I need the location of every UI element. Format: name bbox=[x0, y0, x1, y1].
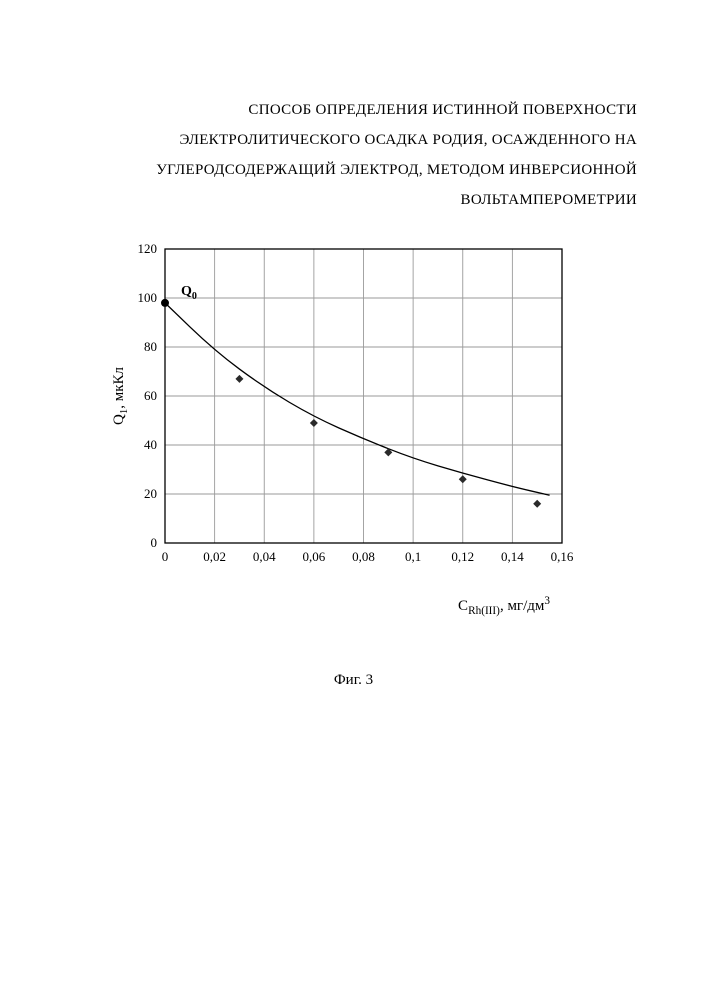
figure-caption: Фиг. 3 bbox=[70, 672, 637, 689]
svg-text:100: 100 bbox=[138, 290, 158, 305]
svg-text:40: 40 bbox=[144, 437, 157, 452]
svg-text:0,14: 0,14 bbox=[501, 549, 524, 564]
svg-text:20: 20 bbox=[144, 486, 157, 501]
svg-text:0,08: 0,08 bbox=[352, 549, 375, 564]
svg-text:Q1, мкКл: Q1, мкКл bbox=[111, 366, 130, 425]
page: СПОСОБ ОПРЕДЕЛЕНИЯ ИСТИННОЙ ПОВЕРХНОСТИЭ… bbox=[0, 0, 707, 1000]
svg-text:80: 80 bbox=[144, 339, 157, 354]
svg-text:0,12: 0,12 bbox=[451, 549, 474, 564]
svg-text:0,16: 0,16 bbox=[551, 549, 574, 564]
svg-text:120: 120 bbox=[138, 241, 158, 256]
svg-text:0: 0 bbox=[151, 535, 158, 550]
svg-text:0,06: 0,06 bbox=[303, 549, 326, 564]
document-title: СПОСОБ ОПРЕДЕЛЕНИЯ ИСТИННОЙ ПОВЕРХНОСТИЭ… bbox=[70, 95, 637, 215]
x-label-sub: Rh(III) bbox=[468, 605, 500, 617]
x-axis-label: CRh(III), мг/дм3 bbox=[105, 595, 585, 617]
q-vs-concentration-chart: 0 0,02 0,04 0,06 0,08 0,1 0,12 0,14 0,16 0 20 40 60 8… bbox=[105, 235, 585, 580]
x-label-sup: 3 bbox=[544, 595, 550, 607]
figure-caption-text: Фиг. 3 bbox=[334, 672, 373, 688]
svg-text:0,1: 0,1 bbox=[405, 549, 421, 564]
svg-text:60: 60 bbox=[144, 388, 157, 403]
chart-container: 0 0,02 0,04 0,06 0,08 0,1 0,12 0,14 0,16 0 20 40 60 8… bbox=[105, 235, 585, 617]
title-line: УГЛЕРОДСОДЕРЖАЩИЙ ЭЛЕКТРОД, МЕТОДОМ ИНВЕ… bbox=[70, 155, 637, 185]
title-line: ЭЛЕКТРОЛИТИЧЕСКОГО ОСАДКА РОДИЯ, ОСАЖДЕН… bbox=[70, 125, 637, 155]
svg-text:0,04: 0,04 bbox=[253, 549, 276, 564]
title-line: ВОЛЬТАМПЕРОМЕТРИИ bbox=[70, 185, 637, 215]
x-label-prefix: C bbox=[458, 598, 468, 614]
title-line: СПОСОБ ОПРЕДЕЛЕНИЯ ИСТИННОЙ ПОВЕРХНОСТИ bbox=[70, 95, 637, 125]
svg-text:0: 0 bbox=[162, 549, 169, 564]
svg-text:0,02: 0,02 bbox=[203, 549, 226, 564]
x-label-suffix: , мг/дм bbox=[500, 598, 544, 614]
